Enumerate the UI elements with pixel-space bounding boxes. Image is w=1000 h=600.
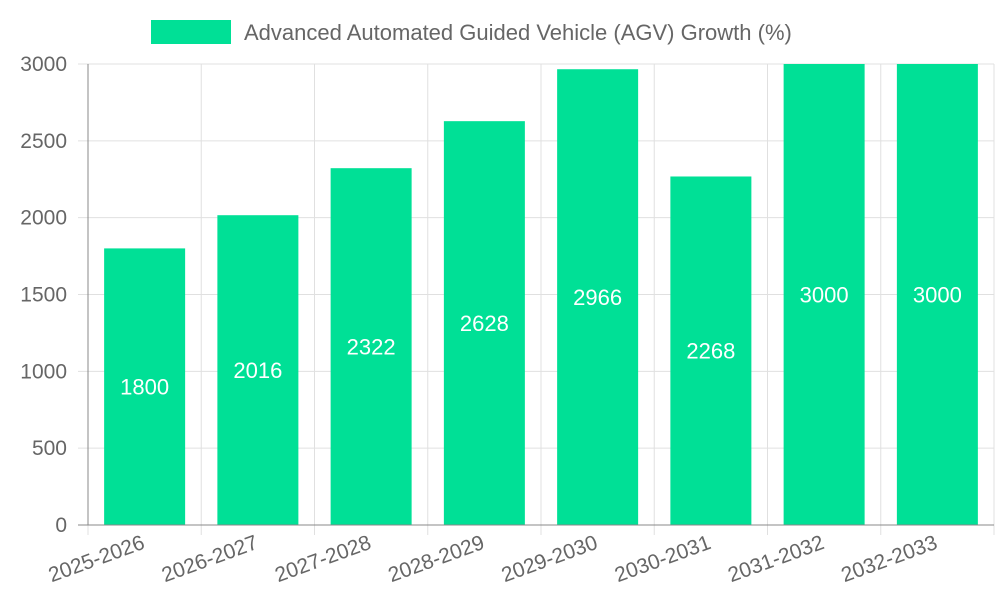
data-label: 3000: [800, 283, 849, 308]
y-tick-label: 500: [32, 437, 67, 460]
x-tick-label: 2029-2030: [498, 531, 600, 587]
x-tick-label: 2030-2031: [612, 531, 714, 587]
x-tick-label: 2028-2029: [385, 531, 487, 587]
legend-label[interactable]: Advanced Automated Guided Vehicle (AGV) …: [244, 20, 792, 45]
bar-2030-2031[interactable]: [670, 176, 752, 525]
data-label: 2322: [347, 335, 396, 360]
data-label: 2268: [686, 339, 735, 364]
bar-2029-2030[interactable]: [557, 69, 639, 525]
x-tick-label: 2025-2026: [45, 531, 147, 587]
y-tick-label: 2000: [20, 207, 67, 230]
y-tick-label: 1500: [20, 284, 67, 307]
bar-2025-2026[interactable]: [104, 248, 186, 525]
x-tick-label: 2026-2027: [159, 531, 261, 587]
bar-2031-2032[interactable]: [783, 64, 865, 525]
bar-2027-2028[interactable]: [330, 168, 412, 525]
bar-2032-2033[interactable]: [896, 64, 978, 525]
x-tick-label: 2031-2032: [725, 531, 827, 587]
data-label: 1800: [120, 375, 169, 400]
y-tick-label: 1000: [20, 360, 67, 383]
bar-2026-2027[interactable]: [217, 215, 299, 525]
legend[interactable]: Advanced Automated Guided Vehicle (AGV) …: [151, 20, 792, 45]
x-tick-label: 2027-2028: [272, 531, 374, 587]
data-label: 2966: [573, 285, 622, 310]
x-tick-label: 2032-2033: [838, 531, 940, 587]
data-label: 2628: [460, 311, 509, 336]
data-label: 3000: [913, 283, 962, 308]
y-tick-label: 2500: [20, 130, 67, 153]
bar-series: 1800 2016 2322 2628 2966 2268 3000 3000: [104, 64, 978, 525]
legend-swatch[interactable]: [151, 20, 231, 44]
y-tick-label: 3000: [20, 53, 67, 76]
bar-2028-2029[interactable]: [443, 121, 525, 525]
data-label: 2016: [233, 358, 282, 383]
y-tick-label: 0: [55, 514, 67, 537]
